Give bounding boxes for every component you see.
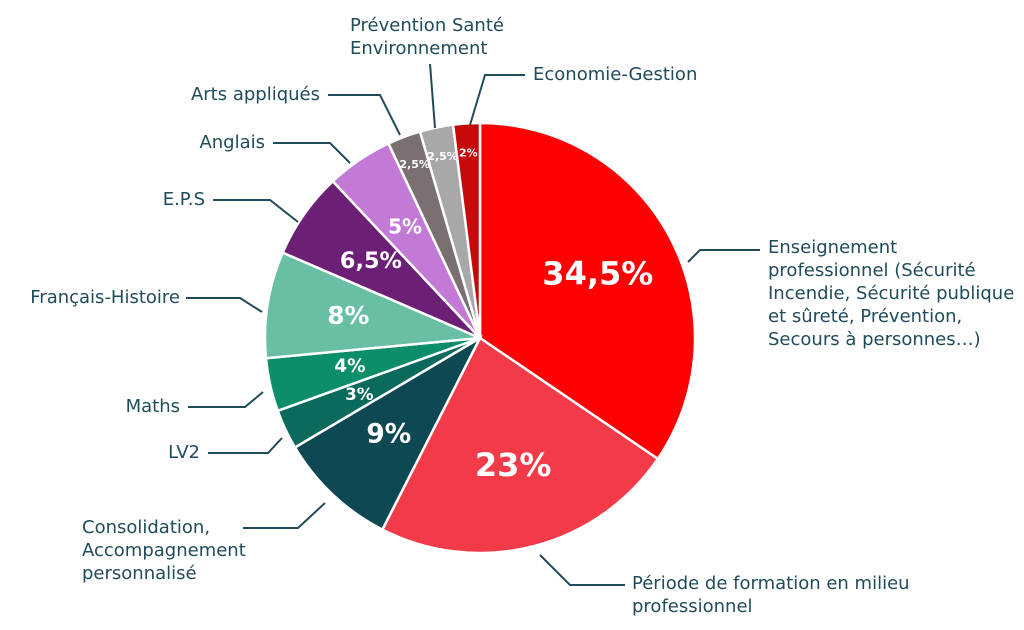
- slice-label: LV2: [168, 442, 200, 463]
- slice-label: Période de formation en milieu professio…: [632, 573, 910, 617]
- value-label: 9%: [366, 419, 411, 450]
- slice-label: Français-Histoire: [30, 287, 180, 308]
- leader-line: [186, 297, 263, 313]
- pie-slice: [478, 121, 697, 461]
- slice-label: Enseignement professionnel (Sécurité Inc…: [768, 237, 1015, 350]
- value-label: 3%: [345, 384, 374, 404]
- leader-line: [243, 502, 326, 529]
- leader-line: [188, 391, 264, 408]
- value-label: 8%: [327, 301, 369, 330]
- leader-line: [273, 142, 351, 164]
- slice-label: Anglais: [199, 132, 265, 153]
- pie-slice: [263, 250, 481, 360]
- leader-line: [687, 249, 760, 263]
- value-label: 6,5%: [340, 248, 402, 274]
- value-label: 2,5%: [399, 158, 430, 171]
- pie-slice: [451, 121, 482, 339]
- slice-label: E.P.S: [162, 189, 205, 210]
- value-label: 5%: [388, 214, 422, 238]
- value-label: 34,5%: [542, 255, 653, 293]
- leader-line: [328, 94, 401, 136]
- leader-line: [539, 554, 625, 586]
- pie-slice: [293, 334, 484, 532]
- slice-label: Consolidation, Accompagnement personnali…: [82, 517, 246, 584]
- slice-label: Prévention Santé Environnement: [350, 15, 504, 59]
- slice-label: Economie-Gestion: [533, 64, 698, 85]
- value-label: 2,5%: [427, 150, 458, 163]
- leader-line: [208, 437, 283, 454]
- leader-line: [213, 199, 299, 223]
- leader-line: [429, 63, 436, 129]
- slice-label: Maths: [125, 396, 180, 417]
- value-label: 23%: [475, 446, 552, 484]
- pie-slice: [380, 336, 660, 555]
- leader-line: [469, 74, 525, 126]
- slice-label: Arts appliqués: [190, 84, 320, 105]
- value-label: 2%: [459, 146, 478, 159]
- value-label: 4%: [334, 356, 365, 377]
